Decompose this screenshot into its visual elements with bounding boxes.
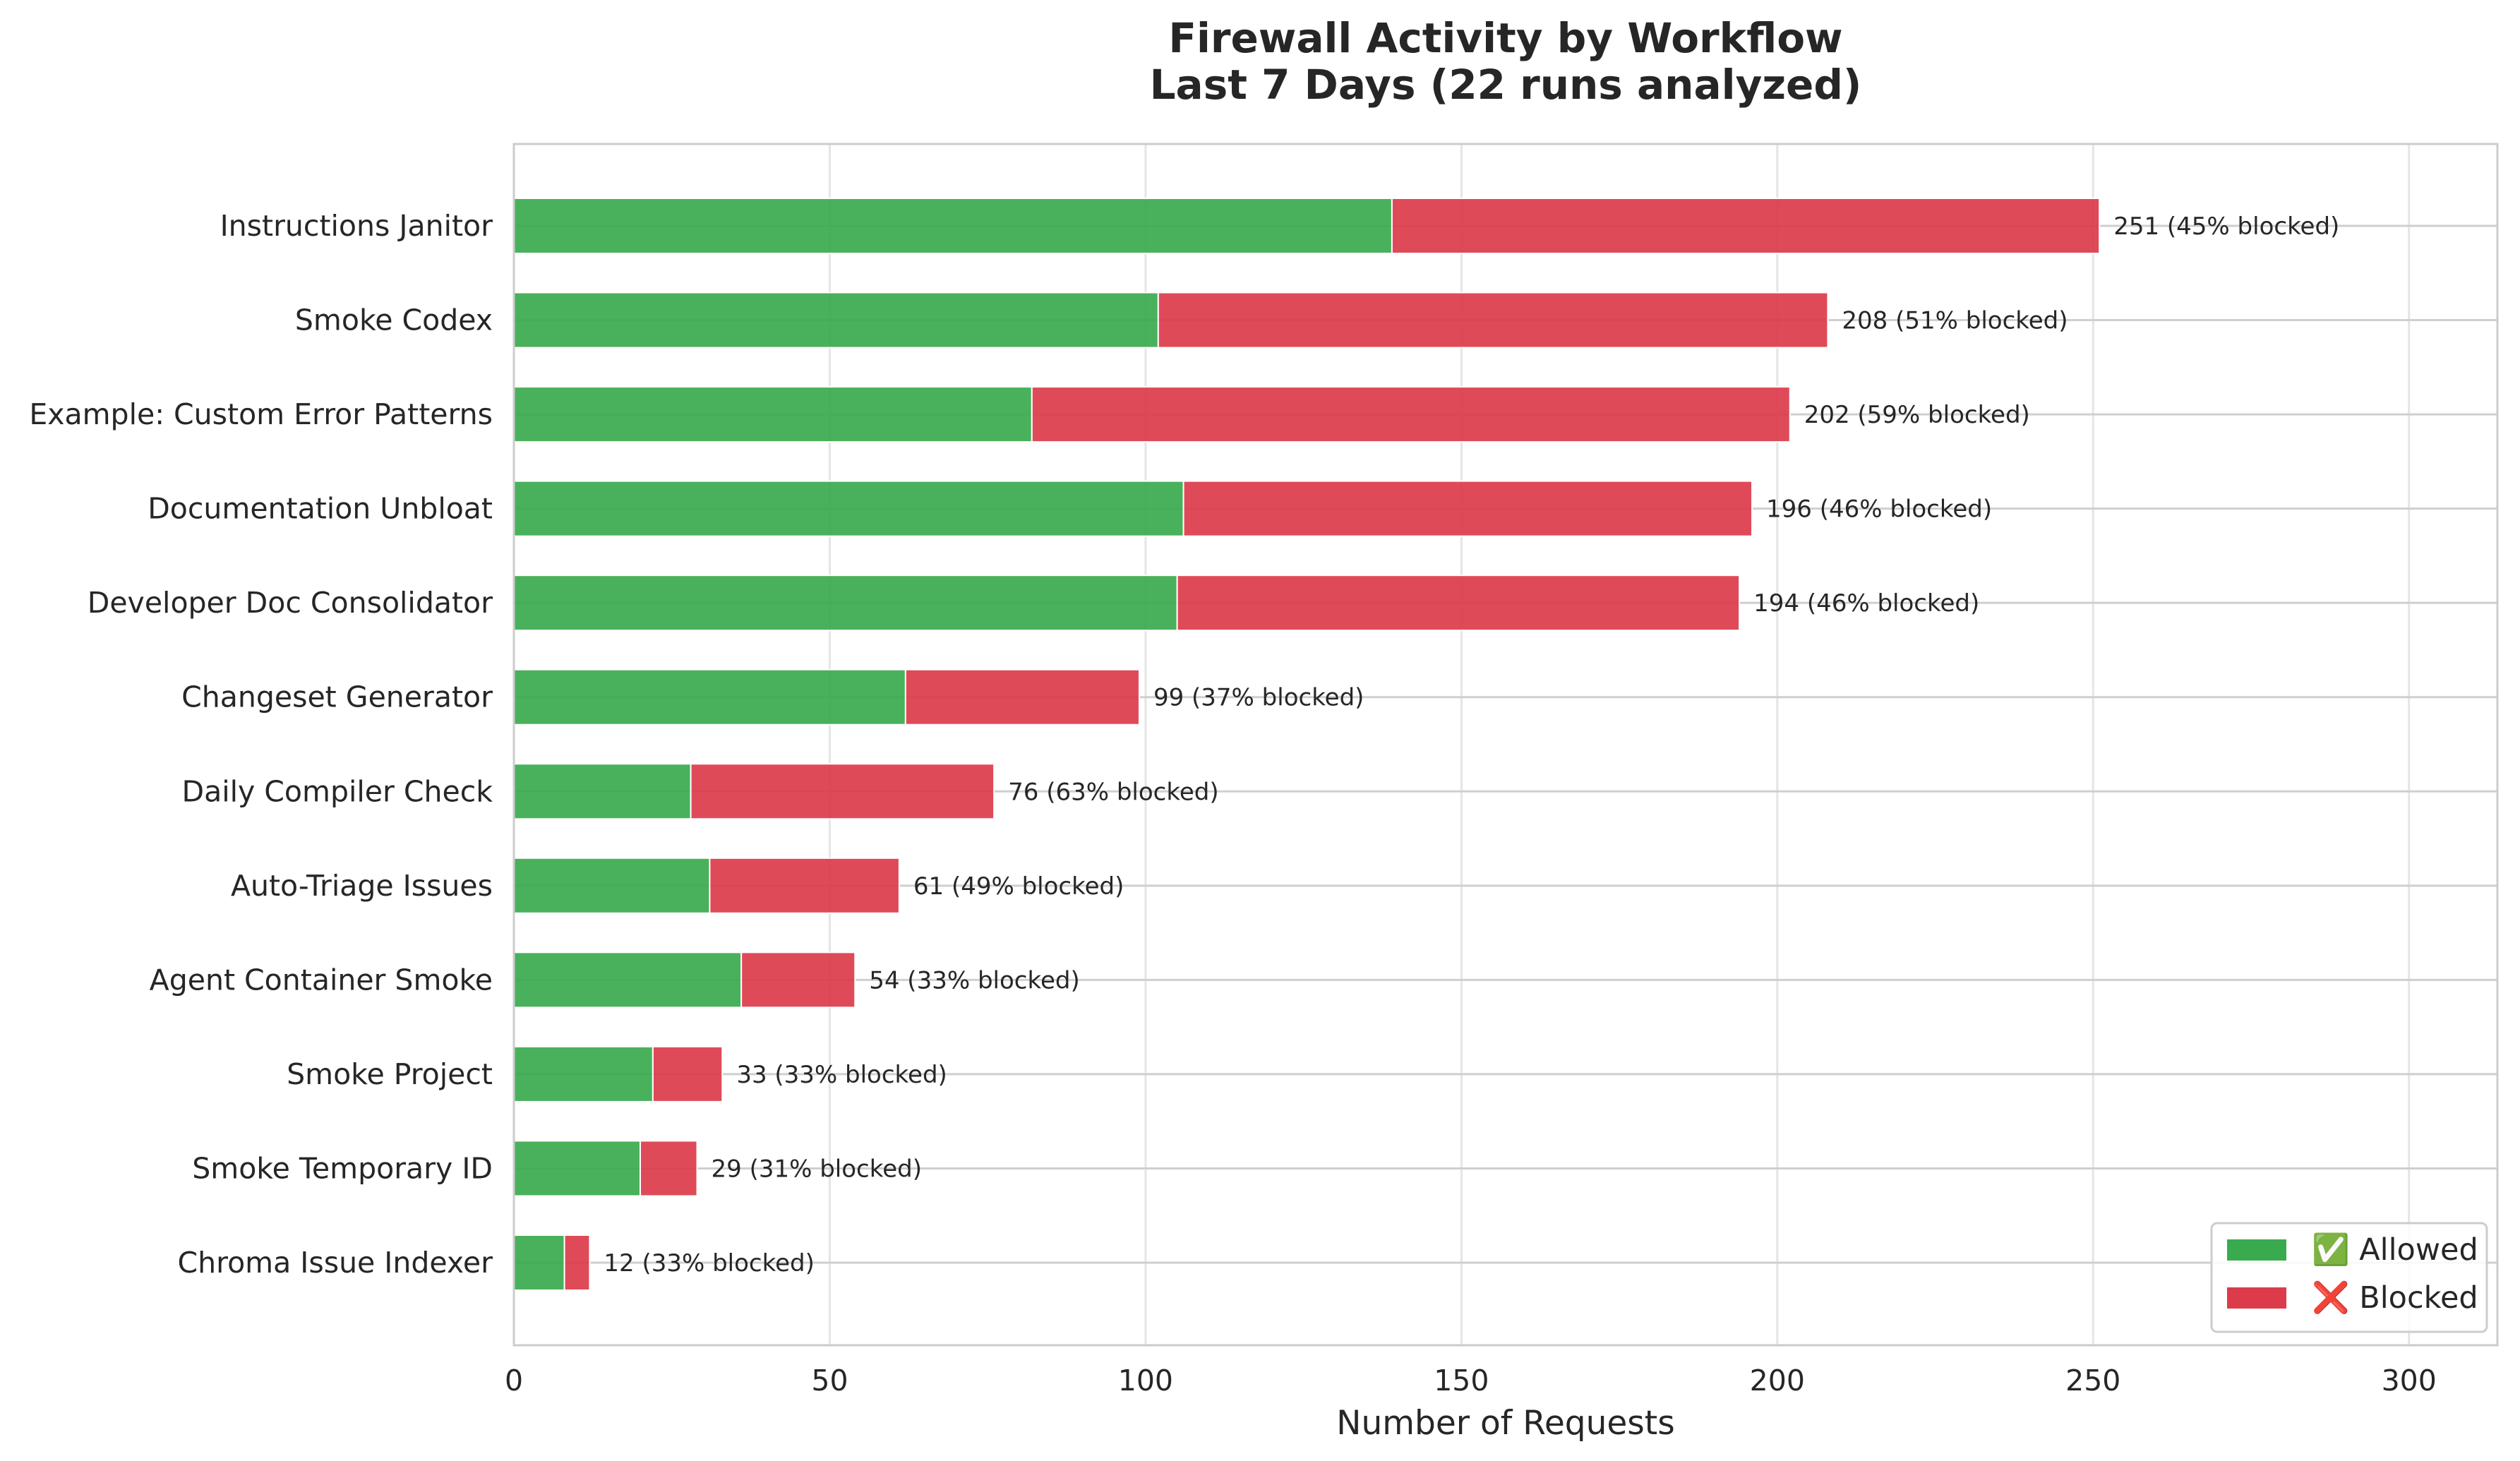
data-label: 76 (63% blocked) <box>1008 778 1218 806</box>
data-label: 251 (45% blocked) <box>2113 212 2339 241</box>
data-label: 99 (37% blocked) <box>1153 684 1364 712</box>
y-tick-label: Instructions Janitor <box>220 209 493 243</box>
bar-allowed <box>513 291 1159 349</box>
bar-allowed <box>513 763 692 820</box>
data-label: 202 (59% blocked) <box>1804 401 2030 429</box>
plot-frame <box>512 143 2499 1347</box>
data-label: 12 (33% blocked) <box>604 1249 814 1277</box>
bar-blocked <box>904 668 1140 726</box>
bars-layer <box>513 198 2101 1291</box>
y-tick-label: Documentation Unbloat <box>148 492 493 526</box>
bar-blocked <box>563 1234 591 1291</box>
x-tick-label: 0 <box>505 1364 523 1397</box>
legend-swatch-allowed <box>2227 1239 2286 1261</box>
bar-blocked <box>1391 198 2101 254</box>
y-tick-label: Agent Container Smoke <box>150 963 493 997</box>
y-tick-label: Developer Doc Consolidator <box>88 586 493 620</box>
bar-blocked <box>1176 575 1741 632</box>
data-label: 194 (46% blocked) <box>1753 589 1979 618</box>
y-tick-label: Example: Custom Error Patterns <box>29 397 493 431</box>
data-label: 29 (31% blocked) <box>712 1155 922 1183</box>
ticks-layer: 0 50 100 150 200 250 300 <box>505 1364 2437 1397</box>
y-tick-label: Smoke Temporary ID <box>192 1151 493 1185</box>
y-tick-label: Auto-Triage Issues <box>231 869 493 903</box>
bar-allowed <box>513 951 743 1009</box>
labels-layer: Instructions Janitor 251 (45% blocked) Smo… <box>29 209 2339 1280</box>
y-tick-label: Chroma Issue Indexer <box>178 1246 493 1280</box>
bar-allowed <box>513 857 711 914</box>
data-label: 196 (46% blocked) <box>1766 495 1992 524</box>
data-label: 61 (49% blocked) <box>913 872 1124 901</box>
legend-swatch-blocked <box>2227 1287 2286 1309</box>
legend-label-blocked: ❌ Blocked <box>2312 1280 2478 1316</box>
legend-label-allowed: ✅ Allowed <box>2312 1232 2478 1268</box>
bar-blocked <box>652 1045 724 1102</box>
bar-blocked <box>1157 291 1829 349</box>
bar-allowed <box>513 1045 654 1102</box>
bar-allowed <box>513 386 1033 443</box>
bar-blocked <box>1182 480 1753 537</box>
bar-allowed <box>513 1140 641 1197</box>
x-tick-label: 50 <box>811 1364 848 1397</box>
bar-blocked <box>1031 386 1791 443</box>
y-tick-label: Smoke Project <box>287 1057 493 1091</box>
bar-blocked <box>709 857 900 914</box>
data-label: 54 (33% blocked) <box>869 966 1079 994</box>
y-tick-label: Daily Compiler Check <box>182 774 493 808</box>
x-tick-label: 150 <box>1434 1364 1489 1397</box>
x-axis-label: Number of Requests <box>1336 1404 1674 1443</box>
bar-blocked <box>639 1140 698 1197</box>
chart-title: Firewall Activity by Workflow <box>1168 14 1842 62</box>
chart-subtitle: Last 7 Days (22 runs analyzed) <box>1150 61 1862 109</box>
x-tick-label: 100 <box>1118 1364 1173 1397</box>
bar-blocked <box>740 951 856 1009</box>
x-tick-label: 200 <box>1750 1364 1805 1397</box>
y-tick-label: Smoke Codex <box>295 303 493 337</box>
bar-allowed <box>513 198 1393 254</box>
data-label: 33 (33% blocked) <box>736 1061 947 1089</box>
x-tick-label: 300 <box>2382 1364 2437 1397</box>
y-tick-label: Changeset Generator <box>181 680 493 714</box>
bar-blocked <box>690 763 995 820</box>
data-label: 208 (51% blocked) <box>1842 307 2068 335</box>
x-tick-label: 250 <box>2065 1364 2120 1397</box>
bar-allowed <box>513 668 906 726</box>
bar-allowed <box>513 1234 565 1291</box>
bar-allowed <box>513 575 1178 632</box>
bar-allowed <box>513 480 1184 537</box>
legend: ✅ Allowed ❌ Blocked <box>2210 1222 2488 1333</box>
